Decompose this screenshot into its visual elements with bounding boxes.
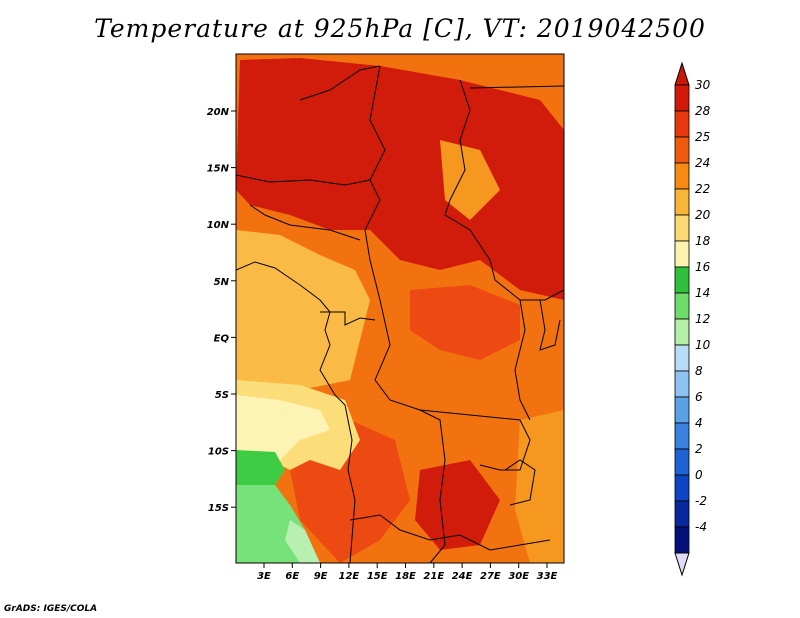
- lat-tick-label: 5N: [214, 277, 230, 288]
- colorbar-swatch: [674, 240, 690, 268]
- lat-tick-label: 20N: [207, 107, 230, 118]
- country-borders: [236, 65, 564, 563]
- field-hot-south: [415, 460, 500, 550]
- colorbar-label: 25: [695, 130, 710, 144]
- lon-tick-label: 6E: [285, 571, 299, 582]
- colorbar-label: 16: [695, 260, 711, 274]
- colorbar-swatch: [674, 344, 690, 372]
- field-cream-coast: [236, 395, 330, 460]
- map-frame: [235, 53, 565, 564]
- lat-tick-label: EQ: [214, 333, 230, 344]
- lon-tick-label: 15E: [367, 571, 388, 582]
- border-line: [299, 65, 381, 101]
- colorbar-swatch: [674, 370, 690, 398]
- lat-tick-label: 5S: [215, 390, 229, 401]
- lon-tick-label: 18E: [395, 571, 416, 582]
- field-green-dark: [236, 450, 285, 485]
- colorbar-label: 2: [695, 442, 703, 456]
- colorbar-label: 8: [695, 364, 703, 378]
- colorbar-label: 4: [695, 416, 703, 430]
- lat-tick-label: 15S: [208, 503, 229, 514]
- lon-tick-label: 24E: [452, 571, 473, 582]
- colorbar-label: 24: [695, 156, 710, 170]
- lon-tick-label: 33E: [537, 571, 558, 582]
- colorbar-swatch: [674, 84, 690, 112]
- border-line: [444, 79, 564, 301]
- border-line: [249, 204, 361, 241]
- colorbar-label: 22: [695, 182, 710, 196]
- colorbar-label: 30: [695, 78, 711, 92]
- field-green-light: [285, 520, 320, 563]
- longitude-axis: 3E 6E 9E 12E 15E 18E 21E 24E 27E 30E 33E: [257, 563, 558, 582]
- temperature-field: [236, 54, 564, 563]
- field-amber-gulf: [236, 230, 370, 395]
- colorbar-label: 0: [695, 468, 703, 482]
- colorbar-swatch: [674, 266, 690, 294]
- lat-tick-label: 10N: [207, 220, 230, 231]
- colorbar-label: 6: [695, 390, 703, 404]
- field-hot-north: [236, 58, 564, 300]
- colorbar-swatch: [674, 136, 690, 164]
- lon-tick-label: 12E: [339, 571, 360, 582]
- colorbar-swatch: [674, 188, 690, 216]
- lat-tick-label: 10S: [208, 447, 229, 458]
- border-line: [236, 174, 371, 186]
- colorbar-top-arrow: [674, 61, 690, 86]
- colorbar-swatch: [674, 526, 690, 554]
- border-line: [469, 85, 564, 89]
- colorbar-swatch: [674, 422, 690, 450]
- map-title: Temperature at 925hPa [C], VT: 201904250…: [94, 14, 706, 43]
- colorbar-swatch: [674, 110, 690, 138]
- colorbar-swatch: [674, 214, 690, 242]
- colorbar-label: -4: [695, 520, 707, 534]
- colorbar-label: 20: [695, 208, 711, 222]
- colorbar-swatch: [674, 162, 690, 190]
- colorbar-label: 10: [695, 338, 711, 352]
- lon-tick-label: 9E: [314, 571, 328, 582]
- colorbar-swatch: [674, 500, 690, 528]
- lon-tick-label: 3E: [257, 571, 271, 582]
- border-line: [539, 299, 561, 351]
- border-line: [364, 65, 446, 563]
- border-line: [349, 514, 551, 551]
- colorbar-swatch: [674, 448, 690, 476]
- colorbar-label: 28: [695, 104, 711, 118]
- colorbar-label: 12: [695, 312, 710, 326]
- lon-tick-label: 21E: [423, 571, 444, 582]
- colorbar-swatch: [674, 474, 690, 502]
- border-line: [320, 311, 376, 326]
- lon-tick-label: 30E: [508, 571, 529, 582]
- border-line: [504, 459, 536, 506]
- colorbar-bottom-arrow: [674, 552, 690, 577]
- colorbar-swatch: [674, 318, 690, 346]
- latitude-axis: 20N 15N 10N 5N EQ 5S 10S 15S: [207, 107, 236, 514]
- border-line: [236, 261, 356, 563]
- colorbar-swatch: [674, 396, 690, 424]
- border-line: [514, 299, 531, 421]
- field-amber-northeast: [440, 140, 500, 220]
- colorbar-swatch: [674, 292, 690, 320]
- border-line: [419, 409, 531, 471]
- colorbar-label: 18: [695, 234, 711, 248]
- field-hot-central: [410, 285, 520, 360]
- colorbar-label: 14: [695, 286, 710, 300]
- lat-tick-label: 15N: [207, 164, 230, 175]
- lon-tick-label: 27E: [480, 571, 501, 582]
- colorbar-label: -2: [695, 494, 707, 508]
- grads-credit: GrADS: IGES/COLA: [4, 604, 98, 614]
